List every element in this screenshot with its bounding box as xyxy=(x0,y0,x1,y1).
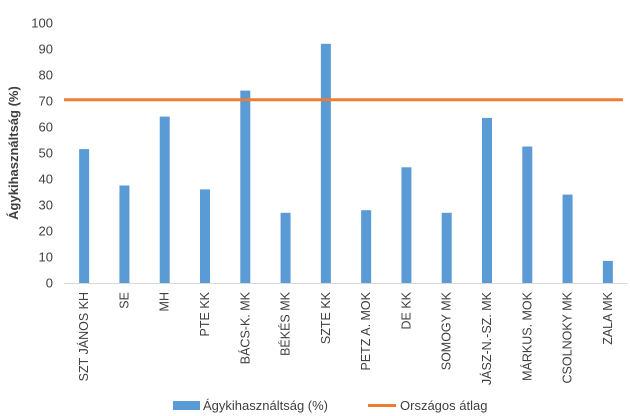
x-tick-label: CSOLNOKY MK xyxy=(561,291,575,383)
x-tick-label: ZALA MK xyxy=(601,291,615,344)
legend-line-label: Országos átlag xyxy=(400,398,487,413)
x-tick-label: SOMOGY MK xyxy=(440,291,454,370)
x-tick-label: DE KK xyxy=(399,291,413,329)
bar xyxy=(361,210,372,283)
category-labels: SZT JÁNOS KH SE MH PTE KK BÁCS-K. MK BÉKÉS MK… xyxy=(76,291,615,385)
x-tick-label: BÉKÉS MK xyxy=(278,291,293,356)
y-tick-label: 50 xyxy=(39,146,53,161)
bar xyxy=(441,212,452,283)
y-axis-label: Ágykihasználtság (%) xyxy=(6,86,21,220)
legend-bar-swatch xyxy=(173,401,200,410)
x-tick-label: BÁCS-K. MK xyxy=(237,291,252,364)
y-tick-label: 90 xyxy=(39,42,53,57)
bar xyxy=(522,146,533,283)
bar xyxy=(401,167,412,283)
bar xyxy=(280,212,291,283)
x-tick-label: MÁRKUS. MOK xyxy=(519,291,534,381)
x-tick-label: JÁSZ-N.-SZ. MK xyxy=(479,291,494,385)
x-tick-label: SZT JÁNOS KH xyxy=(76,292,91,381)
bar xyxy=(482,117,492,284)
y-tick-label: 30 xyxy=(39,198,53,213)
y-tick-label: 0 xyxy=(46,276,53,291)
y-tick-label: 60 xyxy=(39,120,53,135)
legend: Ágykihasználtság (%) Országos átlag xyxy=(173,398,487,413)
x-tick-label: SE xyxy=(117,292,131,309)
x-tick-label: MH xyxy=(158,292,172,311)
bar xyxy=(200,189,210,283)
bar xyxy=(320,43,331,283)
bar xyxy=(79,149,90,283)
bars xyxy=(79,43,613,284)
y-tick-label: 40 xyxy=(39,172,53,187)
y-tick-label: 80 xyxy=(39,68,53,83)
y-tick-label: 100 xyxy=(31,16,53,31)
bar xyxy=(562,194,573,283)
y-tick-label: 20 xyxy=(39,224,53,239)
x-tick-label: SZTE KK xyxy=(319,291,333,344)
bar xyxy=(119,185,130,283)
legend-bar-label: Ágykihasználtság (%) xyxy=(203,398,328,413)
x-tick-label: PETZ A. MOK xyxy=(359,291,373,370)
bar xyxy=(602,260,613,283)
y-axis-ticks: 0 10 20 30 40 50 60 70 80 90 100 xyxy=(31,16,53,291)
y-tick-label: 70 xyxy=(39,94,53,109)
x-tick-label: PTE KK xyxy=(198,291,212,336)
bar xyxy=(159,116,170,283)
y-tick-label: 10 xyxy=(39,250,53,265)
bar xyxy=(240,90,251,283)
